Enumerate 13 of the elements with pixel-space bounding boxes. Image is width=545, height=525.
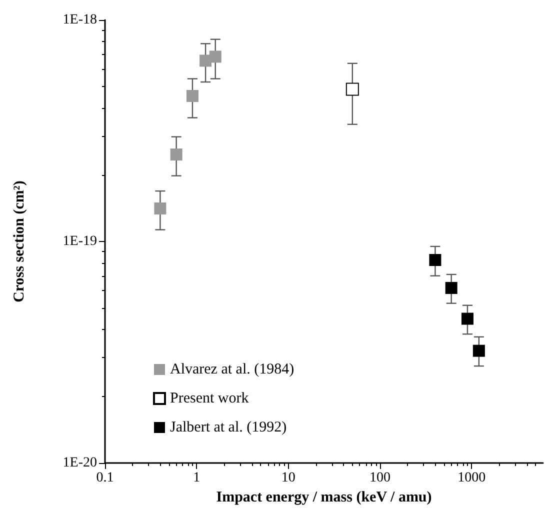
x-tick-label: 1000 (458, 470, 486, 486)
x-axis-title: Impact energy / mass (keV / amu) (216, 489, 432, 506)
legend-label: Alvarez at al. (1984) (170, 362, 294, 378)
y-axis-title: Cross section (cm²) (12, 180, 28, 302)
y-tick-label: 1E-20 (62, 456, 97, 470)
legend-label: Present work (170, 390, 250, 406)
x-tick-label: 100 (370, 470, 390, 486)
legend-label: Jalbert at al. (1992) (170, 420, 287, 436)
x-tick-label: 0.1 (96, 470, 114, 486)
y-tick-label: 1E-18 (62, 12, 97, 28)
x-tick-label: 1 (193, 470, 200, 486)
y-tick-label: 1E-19 (62, 234, 97, 249)
x-tick-label: 10 (281, 470, 296, 486)
